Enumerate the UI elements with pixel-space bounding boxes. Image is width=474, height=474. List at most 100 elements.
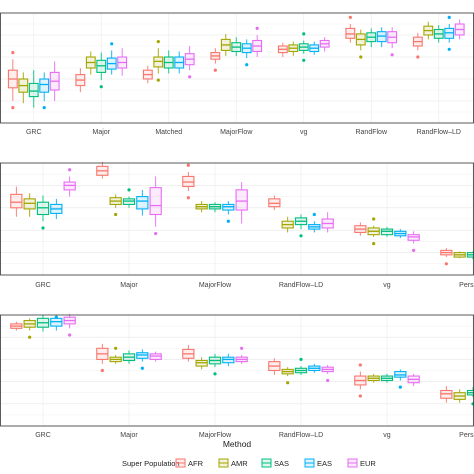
x-tick-label: GRC <box>35 432 51 439</box>
box-eur <box>407 373 420 387</box>
panel-3: GRC Major MajorFlow RandFlow–LD vg Personal <box>0 313 474 439</box>
box-eas <box>376 27 387 48</box>
outlier-point <box>390 53 394 57</box>
outlier-point <box>312 212 316 217</box>
box-afr <box>7 51 18 110</box>
box-sas <box>36 195 50 230</box>
box-eas <box>106 42 117 75</box>
x-tick-label: RandFlow <box>355 129 387 136</box>
box-eas <box>394 229 407 239</box>
box-sas <box>366 28 377 48</box>
outlier-point <box>156 78 160 82</box>
outlier-point <box>240 346 244 350</box>
outlier-point <box>255 26 259 30</box>
box-eas <box>222 201 235 223</box>
legend-label: SAS <box>274 459 289 468</box>
box-amr <box>109 194 122 217</box>
box-sas <box>294 357 308 375</box>
x-tick-label: Major <box>92 129 110 136</box>
box-amr <box>281 216 294 233</box>
outlier-point <box>213 372 217 376</box>
box-eas <box>39 72 50 110</box>
box-groups <box>10 161 474 266</box>
box-afr <box>10 321 23 331</box>
box-eas <box>50 315 63 331</box>
box-amr <box>18 72 29 104</box>
box-eur <box>117 48 128 76</box>
outlier-point <box>114 346 118 350</box>
outlier-point <box>110 42 114 46</box>
outlier-point <box>154 231 158 236</box>
box-afr <box>268 358 281 375</box>
box-eas <box>136 349 149 370</box>
panel-1: GRC Major Matched MajorFlow vg RandFlow RandFl… <box>0 12 474 136</box>
outlier-point <box>156 40 160 44</box>
x-tick-label: Major <box>120 432 138 439</box>
legend-label: AFR <box>188 459 204 468</box>
box-eur <box>321 364 334 383</box>
box-amr <box>288 41 299 56</box>
box-afr <box>10 186 23 217</box>
box-eas <box>308 212 321 233</box>
outlier-point <box>42 106 46 110</box>
x-tick-label: MajorFlow <box>199 282 232 289</box>
box-afr <box>412 32 423 59</box>
outlier-point <box>299 357 303 361</box>
outlier-point <box>186 163 190 167</box>
x-tick-label: Matched <box>155 129 182 136</box>
x-tick-label: RandFlow–LD <box>279 282 323 289</box>
outlier-point <box>127 188 131 192</box>
box-eas <box>136 189 149 216</box>
box-amr <box>453 389 466 403</box>
outlier-point <box>41 226 45 230</box>
outlier-point <box>213 68 217 72</box>
outlier-point <box>226 219 230 223</box>
x-tick-label: Major <box>120 282 138 289</box>
box-afr <box>210 48 221 72</box>
outlier-point <box>326 378 330 383</box>
box-sas <box>231 37 242 56</box>
outlier-point <box>186 196 190 200</box>
box-eur <box>184 46 195 79</box>
box-sas <box>466 251 474 260</box>
box-iqr <box>28 82 39 98</box>
outlier-point <box>372 242 376 246</box>
x-tick-label: Personal <box>459 432 474 439</box>
outlier-point <box>444 262 448 266</box>
panel-2: GRC Major MajorFlow RandFlow–LD vg Personal <box>0 161 474 289</box>
box-eur <box>319 37 330 52</box>
x-tick-label: RandFlow–LD <box>279 432 323 439</box>
box-afr <box>354 363 367 398</box>
x-tick-label: vg <box>300 129 308 136</box>
box-eas <box>308 363 321 373</box>
box-amr <box>453 251 466 259</box>
box-iqr <box>149 187 162 216</box>
box-amr <box>23 193 36 217</box>
box-sas <box>380 373 394 383</box>
box-eur <box>63 168 76 197</box>
box-amr <box>367 217 380 246</box>
legend-entry-sas: SAS <box>261 458 289 468</box>
outlier-point <box>11 106 15 110</box>
box-sas <box>433 25 444 43</box>
box-afr <box>96 343 109 373</box>
x-tick-label: RandFlow–LD <box>417 129 461 136</box>
box-sas <box>122 188 136 208</box>
box-eur <box>252 26 263 57</box>
outlier-point <box>412 248 416 252</box>
outlier-point <box>302 58 306 62</box>
legend-label: EUR <box>360 459 376 468</box>
outlier-point <box>372 217 376 221</box>
outlier-point <box>100 368 104 373</box>
x-tick-label: MajorFlow <box>220 129 253 136</box>
box-eur <box>49 61 60 101</box>
box-iqr <box>10 193 23 209</box>
box-sas <box>36 315 50 332</box>
box-afr <box>440 386 453 403</box>
outlier-point <box>359 55 363 59</box>
outlier-point <box>54 315 58 319</box>
outlier-point <box>245 63 249 67</box>
box-eur <box>63 313 76 337</box>
box-afr <box>345 15 356 43</box>
